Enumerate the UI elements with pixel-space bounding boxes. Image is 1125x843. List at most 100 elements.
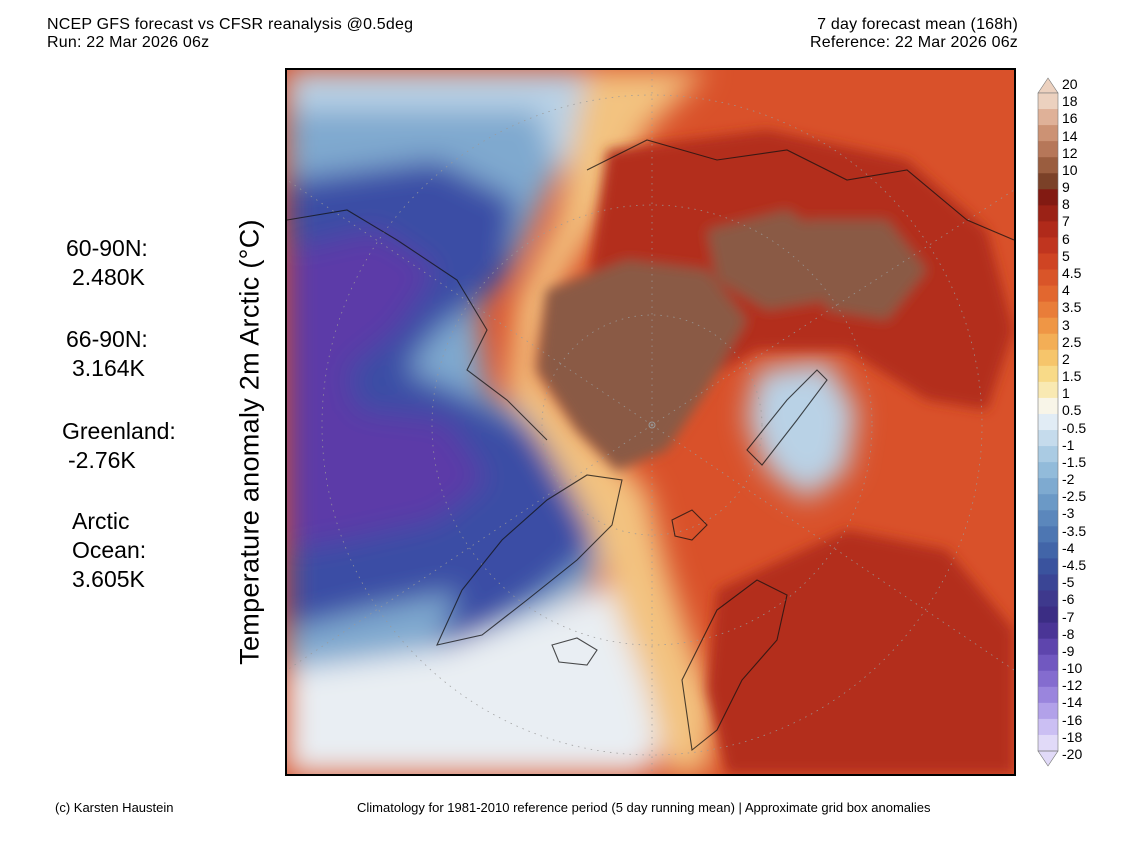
colorbar-tick-label: -12 bbox=[1062, 677, 1083, 694]
colorbar-segment bbox=[1038, 205, 1058, 222]
colorbar-segment bbox=[1038, 317, 1058, 335]
colorbar-tick-label: 4 bbox=[1062, 282, 1070, 299]
colorbar-tick-label: 4.5 bbox=[1062, 264, 1082, 281]
colorbar-tick-label: -8 bbox=[1062, 625, 1075, 642]
colorbar-segment bbox=[1038, 510, 1058, 527]
colorbar-tick-label: 16 bbox=[1062, 110, 1078, 127]
meridian bbox=[651, 189, 1014, 426]
colorbar-tick-label: 1.5 bbox=[1062, 368, 1082, 385]
colorbar-segment bbox=[1038, 125, 1058, 142]
colorbar-segment bbox=[1038, 734, 1058, 752]
colorbar-tick-label: 3 bbox=[1062, 316, 1070, 333]
footnote: Climatology for 1981-2010 reference peri… bbox=[357, 800, 931, 815]
stat-arctic-ocean: Arctic Ocean: 3.605K bbox=[72, 507, 146, 594]
colorbar-frame bbox=[1037, 92, 1059, 752]
colorbar-segment bbox=[1038, 333, 1058, 351]
colorbar-segment bbox=[1038, 686, 1058, 704]
colorbar-tick-label: 5 bbox=[1062, 247, 1070, 264]
coastline-svalbard bbox=[671, 509, 708, 541]
colorbar-segment bbox=[1038, 702, 1058, 720]
coastline-iceland bbox=[551, 637, 598, 666]
stat-label: 60-90N: bbox=[66, 235, 148, 261]
colorbar-segment bbox=[1038, 590, 1058, 608]
colorbar-tick-label: -2 bbox=[1062, 471, 1075, 488]
colorbar-tick-label: -4.5 bbox=[1062, 557, 1087, 574]
stat-60-90n: 60-90N: 2.480K bbox=[66, 234, 148, 292]
stat-greenland: Greenland: -2.76K bbox=[62, 417, 176, 475]
colorbar-bottom-cap bbox=[1037, 750, 1059, 767]
colorbar-tick-label: -14 bbox=[1062, 694, 1083, 711]
colorbar-tick-label: -9 bbox=[1062, 642, 1075, 659]
colorbar-tick-label: -10 bbox=[1062, 660, 1083, 677]
stat-value: -2.76K bbox=[68, 447, 136, 473]
cold-greenland bbox=[437, 470, 627, 650]
latitude-circle bbox=[321, 94, 983, 756]
colorbar-tick-label: 8 bbox=[1062, 196, 1070, 213]
latitude-circle bbox=[541, 314, 763, 536]
colorbar-labels: 20 18 16 14 12 10 9 8 7 6 5 4.5 4 3.5 3 2.5 2 1.5 1 0.5 -0.5… bbox=[1062, 76, 1112, 768]
latitude-circle bbox=[431, 204, 873, 646]
colorbar-tick-label: -3.5 bbox=[1062, 522, 1087, 539]
colorbar-tick-label: 9 bbox=[1062, 179, 1070, 196]
colorbar-tick-label: -3 bbox=[1062, 505, 1075, 522]
header-right: 7 day forecast mean (168h) Reference: 22… bbox=[810, 16, 1018, 52]
hot-region-north bbox=[807, 220, 927, 320]
header-left: NCEP GFS forecast vs CFSR reanalysis @0.… bbox=[47, 16, 413, 52]
colorbar-segment bbox=[1038, 381, 1058, 399]
hot-region-central bbox=[537, 260, 747, 470]
colorbar-segment bbox=[1038, 670, 1058, 688]
anomaly-map bbox=[285, 68, 1016, 776]
stat-value: 3.605K bbox=[72, 566, 145, 592]
coastline-siberia bbox=[586, 139, 1014, 241]
colorbar-tick-label: -16 bbox=[1062, 711, 1083, 728]
colorbar-segment bbox=[1038, 189, 1058, 206]
colorbar-top-cap bbox=[1037, 77, 1059, 94]
stat-value: 3.164K bbox=[72, 355, 145, 381]
colorbar-tick-label: 20 bbox=[1062, 76, 1078, 92]
colorbar-segment bbox=[1038, 365, 1058, 383]
colorbar-tick-label: 14 bbox=[1062, 127, 1078, 144]
colorbar-tick-label: -18 bbox=[1062, 728, 1083, 745]
colorbar-segment bbox=[1038, 269, 1058, 287]
meridian bbox=[651, 424, 1014, 671]
coastline-novaya-zemlya bbox=[746, 369, 828, 466]
colorbar-segment bbox=[1038, 221, 1058, 238]
cool-region-barents bbox=[747, 360, 857, 500]
colorbar-segment bbox=[1038, 558, 1058, 575]
stat-label-2: Ocean: bbox=[72, 537, 147, 563]
colorbar-tick-label: -1 bbox=[1062, 436, 1075, 453]
colorbar-segment bbox=[1038, 430, 1058, 447]
colorbar-tick-label: 10 bbox=[1062, 161, 1078, 178]
colorbar-segment bbox=[1038, 718, 1058, 736]
forecast-period: 7 day forecast mean (168h) bbox=[817, 16, 1018, 33]
colorbar-segment bbox=[1038, 301, 1058, 319]
colorbar-tick-label: -2.5 bbox=[1062, 488, 1087, 505]
coastline-greenland bbox=[436, 474, 623, 646]
colorbar-segment bbox=[1038, 157, 1058, 174]
colorbar-segment bbox=[1038, 93, 1058, 110]
vertical-title: Temperature anomaly 2m Arctic (°C) bbox=[234, 219, 265, 665]
colorbar-tick-label: -5 bbox=[1062, 574, 1075, 591]
stat-66-90n: 66-90N: 3.164K bbox=[66, 325, 148, 383]
colorbar-tick-label: 18 bbox=[1062, 93, 1078, 110]
colorbar-tick-label: 7 bbox=[1062, 213, 1070, 230]
colorbar-tick-label: 2 bbox=[1062, 350, 1070, 367]
colorbar-segment bbox=[1038, 141, 1058, 158]
colorbar-segment bbox=[1038, 109, 1058, 126]
colorbar-segment bbox=[1038, 478, 1058, 495]
colorbar-tick-label: 3.5 bbox=[1062, 299, 1082, 316]
colorbar-tick-label: -0.5 bbox=[1062, 419, 1087, 436]
colorbar-segment bbox=[1038, 654, 1058, 672]
colorbar-tick-label: -7 bbox=[1062, 608, 1075, 625]
warm-region-europe bbox=[707, 530, 1014, 774]
colorbar-segment bbox=[1038, 606, 1058, 624]
colorbar-segment bbox=[1038, 638, 1058, 656]
colorbar-tick-label: -6 bbox=[1062, 591, 1075, 608]
stat-label: Greenland: bbox=[62, 418, 176, 444]
colorbar-segment bbox=[1038, 237, 1058, 254]
mild-band bbox=[507, 70, 717, 774]
colorbar-tick-label: 2.5 bbox=[1062, 333, 1082, 350]
colorbar-tick-label: -4 bbox=[1062, 539, 1075, 556]
run-time: Run: 22 Mar 2026 06z bbox=[47, 34, 210, 51]
map-title: NCEP GFS forecast vs CFSR reanalysis @0.… bbox=[47, 16, 414, 33]
